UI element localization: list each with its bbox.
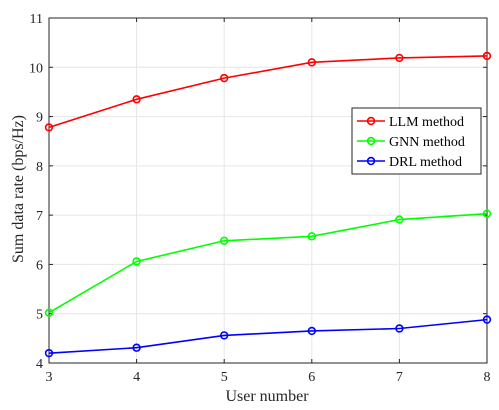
data-point (395, 215, 404, 224)
legend-label: GNN method (389, 135, 465, 150)
x-tick-labels: 3 4 5 6 7 8 (46, 370, 491, 385)
data-point (482, 51, 492, 61)
series-line-2 (48, 212, 488, 314)
data-point (132, 95, 141, 104)
legend-label: DRL method (389, 155, 462, 170)
y-tick-label: 6 (36, 258, 43, 273)
data-point (220, 73, 229, 83)
data-point (307, 58, 316, 67)
series-line-1 (48, 55, 488, 129)
series-lines (44, 51, 492, 358)
series-line-3 (48, 318, 488, 354)
legend: LLM method GNN method DRL method (351, 107, 482, 175)
y-tick-label: 10 (29, 61, 43, 76)
legend-swatch-marker (366, 136, 376, 146)
legend-swatch-marker (366, 116, 376, 126)
y-tick-label: 4 (36, 357, 43, 372)
x-tick-label: 5 (221, 370, 228, 385)
plot-frame (48, 17, 488, 364)
y-tick-label: 5 (36, 308, 43, 323)
data-point (44, 308, 54, 317)
y-tick-label: 8 (36, 160, 43, 175)
y-tick-label: 7 (36, 209, 43, 224)
x-axis-title: User number (225, 388, 309, 405)
legend-swatch-marker (366, 156, 376, 166)
y-axis-title: Sum data rate (bps/Hz) (10, 115, 27, 263)
data-point (307, 232, 316, 241)
legend-label: LLM method (389, 115, 464, 130)
data-point (132, 257, 141, 266)
y-tick-label: 9 (36, 111, 43, 126)
data-point (307, 326, 316, 336)
data-point (482, 315, 492, 324)
data-point (44, 348, 54, 358)
x-tick-label: 3 (46, 370, 53, 385)
x-tick-label: 4 (133, 370, 140, 385)
data-point (220, 236, 229, 245)
data-point (482, 209, 492, 218)
data-point (44, 123, 54, 132)
data-point (395, 53, 404, 63)
axes (48, 17, 488, 364)
y-tick-label: 11 (30, 12, 43, 27)
data-point (132, 343, 141, 352)
data-point (220, 331, 229, 340)
y-tick-labels: 4 5 6 7 8 9 10 11 (29, 12, 43, 372)
data-point (395, 324, 404, 333)
x-tick-label: 6 (308, 370, 315, 385)
x-tick-label: 7 (396, 370, 403, 385)
x-tick-label: 8 (484, 370, 491, 385)
